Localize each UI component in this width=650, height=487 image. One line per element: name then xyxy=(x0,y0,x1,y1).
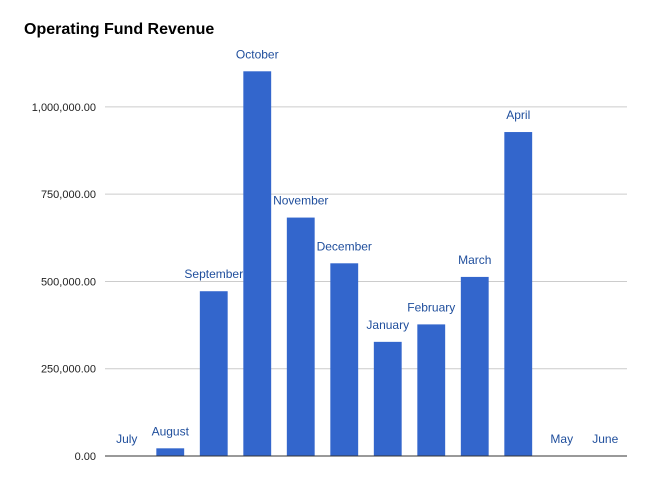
bar-data-label: June xyxy=(592,432,618,446)
bar-data-label: September xyxy=(184,267,243,281)
bar-data-label: February xyxy=(407,300,455,314)
bar xyxy=(330,263,359,456)
bar-data-label: April xyxy=(506,108,530,122)
bar xyxy=(243,71,272,456)
bar-data-label: July xyxy=(116,432,137,446)
bar-data-label: October xyxy=(236,47,279,61)
bar-data-label: March xyxy=(458,253,491,267)
bar-data-label: May xyxy=(550,432,573,446)
bar xyxy=(504,132,533,456)
y-tick-label: 250,000.00 xyxy=(41,364,96,376)
bar-data-label: November xyxy=(273,194,328,208)
chart-title: Operating Fund Revenue xyxy=(24,21,215,38)
bar-data-label: August xyxy=(152,424,190,438)
y-tick-label: 1,000,000.00 xyxy=(32,102,96,114)
y-tick-label: 750,000.00 xyxy=(41,189,96,201)
bar xyxy=(286,217,315,456)
bar xyxy=(373,341,402,456)
y-tick-label: 500,000.00 xyxy=(41,276,96,288)
y-tick-label: 0.00 xyxy=(75,451,96,463)
bar xyxy=(417,324,446,456)
bar xyxy=(156,448,185,456)
bar xyxy=(460,276,489,456)
bar-data-label: January xyxy=(366,318,409,332)
bar-data-label: December xyxy=(317,239,372,253)
bar xyxy=(199,291,228,456)
